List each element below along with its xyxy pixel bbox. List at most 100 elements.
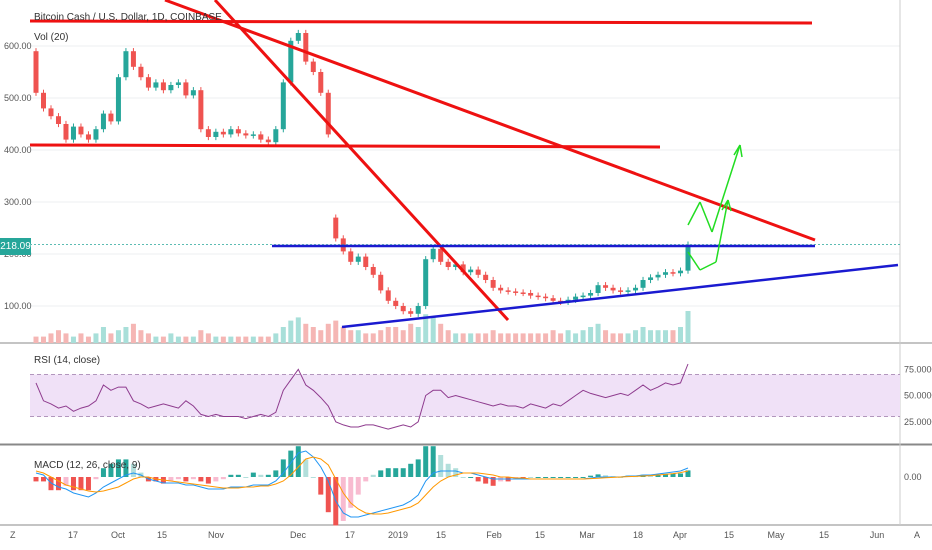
macd-histogram-bar xyxy=(648,475,654,477)
volume-bar xyxy=(355,330,361,343)
chart-title: Bitcoin Cash / U.S. Dollar, 1D, COINBASE xyxy=(34,12,222,23)
macd-histogram-bar xyxy=(393,468,399,477)
candle-body xyxy=(250,134,256,136)
macd-histogram-bar xyxy=(588,475,594,477)
candle-body xyxy=(475,269,481,275)
volume-bar xyxy=(520,333,526,343)
time-tick-label: 17 xyxy=(68,530,78,540)
candle-body xyxy=(130,51,136,67)
macd-histogram-bar xyxy=(183,477,189,482)
candle-body xyxy=(415,306,421,314)
volume-bar xyxy=(543,333,549,343)
volume-bar xyxy=(430,317,436,343)
macd-histogram-bar xyxy=(168,477,174,482)
candle-body xyxy=(498,287,504,291)
volume-bar xyxy=(70,336,76,343)
volume-bar xyxy=(198,330,204,343)
candle-body xyxy=(318,72,324,93)
macd-histogram-bar xyxy=(678,473,684,477)
volume-bar xyxy=(40,336,46,343)
drawings xyxy=(29,0,899,329)
macd-histogram-bar xyxy=(280,459,286,477)
volume-bar xyxy=(573,333,579,343)
macd-histogram-bar xyxy=(78,477,84,491)
volume-bar xyxy=(243,336,249,343)
candle-body xyxy=(205,129,211,137)
volume-bar xyxy=(160,336,166,343)
macd-histogram-bar xyxy=(370,474,376,477)
macd-histogram-bar xyxy=(108,463,114,477)
macd-histogram-bar xyxy=(490,477,496,486)
macd-histogram-bar xyxy=(438,455,444,477)
macd-histogram-bar xyxy=(475,477,481,482)
volume-bar xyxy=(378,330,384,343)
volume-bar xyxy=(235,336,241,343)
volume-bar xyxy=(175,336,181,343)
macd-histogram-bar xyxy=(40,477,46,482)
candle-body xyxy=(393,300,399,306)
projection-arrow-alt xyxy=(715,199,729,263)
macd-histogram-bar xyxy=(198,477,204,482)
volume-bar xyxy=(153,336,159,343)
candle-body xyxy=(235,129,241,134)
macd-histogram-bar xyxy=(310,477,316,478)
projection-arrow-up xyxy=(687,201,701,226)
candle-body xyxy=(438,248,444,262)
volume-bar xyxy=(498,333,504,343)
candle-body xyxy=(453,264,459,267)
projection-arrow-alt xyxy=(687,251,701,271)
volume-bar xyxy=(445,330,451,343)
candle-body xyxy=(610,287,616,291)
candle-body xyxy=(603,285,609,288)
candle-body xyxy=(378,274,384,291)
volume-bar xyxy=(145,333,151,343)
candle-body xyxy=(325,92,331,135)
volume-bar xyxy=(205,333,211,343)
candle-body xyxy=(63,124,69,140)
ascending-support xyxy=(341,263,899,329)
resistance-line-top xyxy=(29,19,813,25)
zoom-button[interactable]: Z xyxy=(10,530,16,540)
time-tick-label: Apr xyxy=(673,530,687,540)
candle-body xyxy=(70,126,76,140)
candle-body xyxy=(588,293,594,296)
candle-body xyxy=(655,274,661,278)
time-tick-label: 15 xyxy=(724,530,734,540)
candle-body xyxy=(670,272,676,274)
macd-histogram-bar xyxy=(415,459,421,477)
projection-arrow-up xyxy=(711,144,741,233)
macd-histogram-bar xyxy=(265,474,271,477)
time-tick-label: Oct xyxy=(111,530,126,540)
candle-body xyxy=(123,51,129,78)
candle-body xyxy=(520,292,526,294)
time-axis: 17 Oct 15 Nov Dec 17 2019 15 Feb 15 Mar 18 Apr 15 May 1… xyxy=(68,530,884,540)
volume-bar xyxy=(190,336,196,343)
price-tick-label: 300.00 xyxy=(4,197,32,207)
volume-bar xyxy=(400,330,406,343)
volume-bar xyxy=(310,327,316,343)
auto-scale-button[interactable]: A xyxy=(914,530,920,540)
volume-bar xyxy=(618,333,624,343)
volume-bar xyxy=(48,333,54,343)
price-tick-label: 400.00 xyxy=(4,145,32,155)
macd-histogram-bar xyxy=(318,477,324,495)
macd-histogram-bar xyxy=(355,477,361,495)
time-tick-label: 15 xyxy=(157,530,167,540)
time-tick-label: Dec xyxy=(290,530,307,540)
time-tick-label: Feb xyxy=(486,530,502,540)
candle-body xyxy=(348,251,354,262)
macd-histogram-bar xyxy=(670,473,676,477)
candle-body xyxy=(228,129,234,135)
candle-body xyxy=(385,290,391,301)
macd-histogram-bar xyxy=(348,477,354,508)
volume-bar xyxy=(63,333,69,343)
candle-body xyxy=(648,277,654,280)
candle-body xyxy=(633,287,639,291)
volume-bar xyxy=(588,327,594,343)
candle-body xyxy=(198,90,204,130)
volume-bar xyxy=(595,323,601,343)
macd-histogram-bar xyxy=(363,477,369,482)
time-tick-label: 15 xyxy=(436,530,446,540)
